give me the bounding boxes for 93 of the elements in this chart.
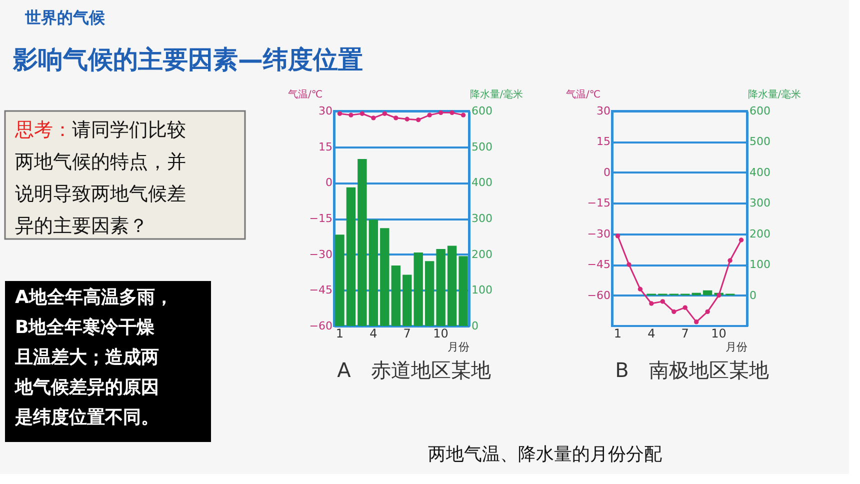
x-tick-label: 1: [336, 326, 344, 340]
y2-tick-label: 200: [472, 248, 492, 261]
x-tick-label: 7: [681, 326, 689, 340]
y-tick-label: 30: [596, 104, 610, 118]
bar: [358, 159, 367, 326]
bar: [447, 246, 457, 326]
y2-tick-label: 100: [750, 258, 770, 272]
text: 思考：: [14, 119, 72, 141]
y-tick-label: −15: [587, 196, 610, 210]
y-tick-label: 0: [604, 166, 610, 179]
point: [348, 112, 354, 118]
point: [694, 320, 699, 324]
y-tick-label: −30: [309, 248, 332, 261]
y-axis-title: 气温/℃: [566, 88, 601, 100]
text: 且温差大；造成两: [14, 347, 159, 368]
y2-tick-label: 200: [750, 227, 770, 240]
point: [728, 258, 732, 263]
bar: [368, 220, 378, 326]
y2-tick-label: 500: [472, 140, 492, 154]
text: 影响气候的主要因素—纬度位置: [12, 45, 363, 74]
point: [705, 309, 710, 314]
y2-tick-label: 300: [750, 196, 770, 210]
x-axis-title: 月份: [448, 340, 470, 354]
point: [649, 301, 654, 306]
y2-tick-label: 0: [750, 288, 756, 302]
bar: [402, 274, 412, 326]
text: A 赤道地区某地: [337, 358, 491, 382]
y2-axis-title: 降水量/毫米: [470, 88, 524, 100]
text: B 南极地区某地: [615, 358, 769, 382]
y-tick-label: −45: [587, 258, 610, 272]
point: [682, 305, 688, 310]
bar: [346, 187, 356, 326]
point: [460, 112, 466, 118]
point: [615, 234, 620, 238]
point: [371, 116, 376, 120]
y-tick-label: 30: [318, 104, 332, 118]
point: [416, 118, 421, 122]
y2-tick-label: 0: [472, 320, 478, 332]
bar: [414, 252, 423, 326]
y-tick-label: −30: [587, 227, 610, 240]
y2-tick-label: 600: [750, 104, 770, 118]
x-tick-label: 7: [403, 326, 411, 340]
y-tick-label: −15: [309, 212, 332, 225]
y-axis-title: 气温/℃: [288, 88, 323, 100]
y-tick-label: −60: [309, 320, 332, 332]
y2-tick-label: 400: [750, 166, 770, 179]
bar: [380, 228, 390, 326]
point: [382, 111, 387, 116]
text: 异的主要因素？: [15, 215, 148, 237]
y-tick-label: 15: [318, 140, 332, 154]
y2-axis-title: 降水量/毫米: [748, 88, 802, 100]
y2-tick-label: 500: [750, 135, 770, 148]
bar: [391, 265, 400, 326]
x-axis-title: 月份: [726, 340, 748, 354]
point: [660, 299, 665, 304]
y2-tick-label: 100: [472, 284, 492, 297]
text: 是纬度位置不同。: [14, 407, 159, 428]
text: 两地气温、降水量的月份分配: [428, 444, 662, 465]
y2-tick-label: 400: [472, 176, 492, 190]
text: A地全年高温多雨，: [15, 287, 173, 308]
y-tick-label: 0: [326, 176, 332, 190]
bar: [458, 256, 468, 326]
x-tick-label: 10: [433, 326, 448, 340]
text: 地气候差异的原因: [14, 377, 159, 398]
text: 请同学们比较: [72, 119, 186, 141]
text: 两地气候的特点，并: [15, 151, 186, 173]
bar: [424, 261, 434, 326]
bar: [335, 234, 344, 326]
point: [360, 111, 365, 116]
y-tick-label: −60: [587, 288, 610, 302]
x-tick-label: 4: [370, 326, 378, 340]
y2-tick-label: 300: [472, 212, 492, 225]
bar: [436, 248, 446, 326]
x-tick-label: 1: [614, 326, 622, 340]
point: [626, 262, 632, 267]
point: [716, 292, 722, 298]
point: [638, 286, 643, 292]
x-tick-label: 4: [648, 326, 656, 340]
x-tick-label: 10: [711, 326, 726, 340]
point: [427, 112, 432, 118]
text: 说明导致两地气候差: [15, 183, 186, 205]
text: B地全年寒冷干燥: [15, 317, 155, 338]
point: [438, 110, 444, 116]
point: [738, 238, 744, 242]
point: [337, 111, 342, 116]
y2-tick-label: 600: [472, 104, 492, 118]
point: [394, 116, 398, 120]
y-tick-label: −45: [309, 284, 332, 297]
point: [672, 309, 676, 314]
y-tick-label: 15: [596, 135, 610, 148]
point: [404, 116, 410, 122]
text: 世界的气候: [24, 8, 106, 27]
point: [450, 110, 454, 116]
